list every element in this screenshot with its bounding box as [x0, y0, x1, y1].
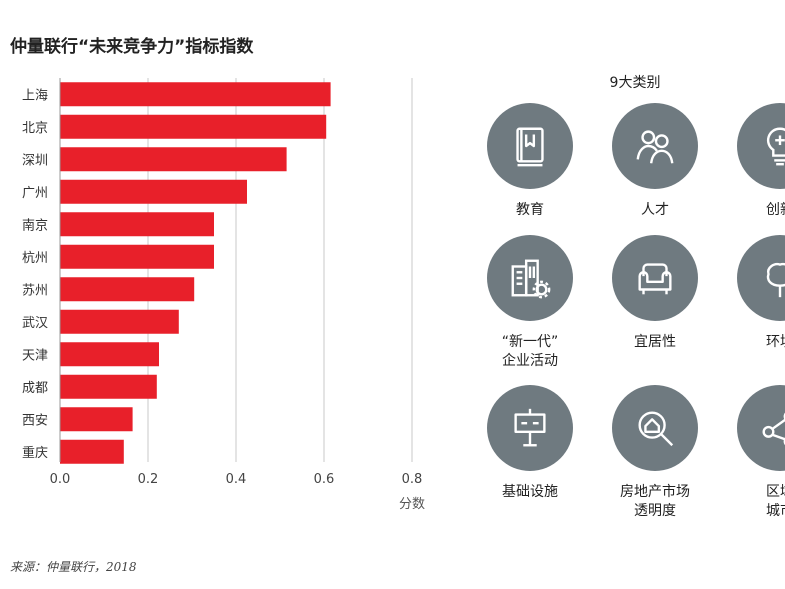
category-label: 西安	[22, 413, 48, 428]
categories-panel-title: 9大类别	[609, 75, 661, 91]
bar	[60, 82, 331, 107]
category-circle	[487, 385, 573, 471]
category-label: 人才	[641, 202, 669, 218]
category-label: 上海	[22, 88, 48, 103]
bar	[60, 309, 179, 334]
bar	[60, 147, 287, 172]
x-axis-label: 分数	[399, 497, 425, 512]
x-tick-label: 0.2	[138, 472, 159, 487]
category-item-education: 教育	[465, 103, 595, 220]
book-icon	[516, 127, 544, 167]
tree-icon	[766, 262, 785, 298]
house-magnifier-icon	[638, 411, 674, 447]
source-note: 来源：仲量联行，2018	[10, 560, 137, 574]
category-label: 北京	[22, 121, 48, 136]
x-tick-label: 0.0	[50, 472, 71, 487]
bar-chart: 0.0 0.2 0.4 0.6 0.8 上海北京深圳广州南京杭州苏州武汉天津成都西安重庆分…	[22, 78, 425, 512]
network-icon	[762, 412, 785, 446]
category-item-livability: 宜居性	[590, 235, 720, 352]
category-label: 宜居性	[634, 334, 676, 350]
category-circle	[487, 235, 573, 321]
category-circle	[737, 103, 785, 189]
category-label: 成都	[22, 381, 48, 396]
category-label: 教育	[516, 202, 544, 218]
bar	[60, 439, 124, 464]
lightbulb-icon	[766, 127, 785, 166]
category-circle	[737, 385, 785, 471]
category-label: 天津	[22, 348, 48, 363]
bar	[60, 179, 247, 204]
category-item-regional-cities: 区域 城市	[715, 385, 785, 521]
category-item-infrastructure: 基础设施	[465, 385, 595, 502]
category-label: 武汉	[22, 316, 48, 331]
bar	[60, 342, 159, 367]
category-item-innovation: 创新	[715, 103, 785, 220]
category-label: 苏州	[22, 282, 48, 298]
category-label: 区域 城市	[766, 484, 785, 519]
x-tick-label: 0.8	[402, 472, 423, 487]
bar	[60, 212, 214, 237]
x-tick-label: 0.6	[314, 472, 335, 487]
category-circle	[487, 103, 573, 189]
category-circle	[612, 235, 698, 321]
people-icon	[636, 130, 674, 164]
signpost-icon	[514, 408, 546, 447]
category-item-real-estate-transparency: 房地产市场 透明度	[590, 385, 720, 521]
category-circle	[737, 235, 785, 321]
category-label: “新一代” 企业活动	[501, 334, 559, 369]
category-item-talent: 人才	[590, 103, 720, 220]
bar	[60, 244, 214, 269]
category-label: 基础设施	[502, 484, 558, 500]
category-label: 房地产市场 透明度	[620, 484, 690, 519]
category-item-new-economy: “新一代” 企业活动	[465, 235, 595, 371]
category-label: 创新	[766, 202, 785, 218]
category-label: 环境	[766, 334, 785, 350]
x-tick-label: 0.4	[226, 472, 247, 487]
bar	[60, 114, 327, 139]
bar	[60, 374, 157, 399]
category-label: 深圳	[22, 153, 48, 168]
category-item-environment: 环境	[715, 235, 785, 352]
bar	[60, 277, 195, 302]
category-label: 重庆	[22, 445, 48, 461]
category-label: 广州	[22, 186, 48, 201]
bar	[60, 407, 133, 432]
category-label: 南京	[22, 217, 48, 233]
armchair-icon	[638, 263, 672, 295]
category-circle	[612, 385, 698, 471]
category-label: 杭州	[22, 251, 48, 266]
building-gear-icon	[511, 259, 551, 299]
chart-title: 仲量联行“未来竞争力”指标指数	[10, 37, 254, 57]
category-circle	[612, 103, 698, 189]
